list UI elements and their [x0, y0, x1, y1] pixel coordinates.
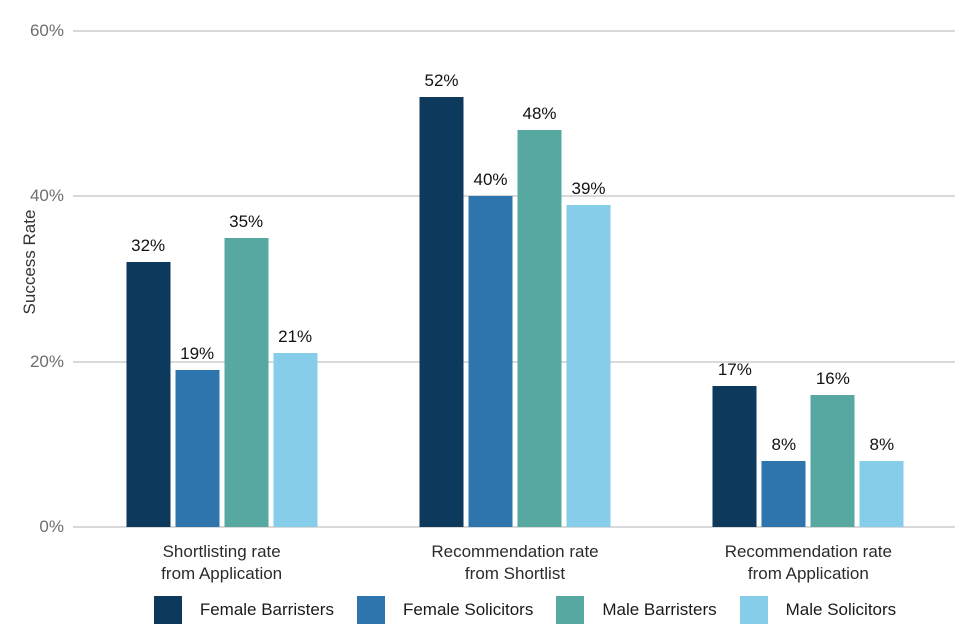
legend-swatch	[556, 596, 585, 624]
legend-label: Female Solicitors	[402, 600, 534, 619]
bar-male-solicitors: 8%	[859, 435, 904, 527]
legend-label: Male Barristers	[602, 600, 717, 619]
gridline	[73, 360, 955, 363]
bar-male-barristers: 48%	[517, 104, 562, 527]
x-category-label: Recommendation rate from Shortlist	[431, 542, 599, 583]
legend-swatch	[739, 596, 768, 624]
bar-male-solicitors: 39%	[566, 179, 611, 527]
bar-value-label: 8%	[771, 434, 797, 454]
bar-female-barristers: 32%	[126, 236, 171, 527]
bar-female-barristers: 17%	[712, 360, 757, 527]
bar-female-solicitors: 8%	[761, 435, 806, 527]
bar-male-barristers: 35%	[224, 212, 269, 527]
gridline	[73, 30, 955, 32]
x-category-label: Shortlisting rate from Application	[161, 542, 283, 583]
legend-item-female-barristers: Female Barristers	[153, 596, 334, 624]
bar-female-solicitors: 19%	[175, 344, 220, 527]
bar-female-solicitors: 40%	[468, 170, 513, 527]
bar-value-label: 40%	[473, 170, 508, 190]
x-category-label: Recommendation rate from Application	[724, 542, 892, 583]
bar-value-label: 16%	[815, 368, 850, 388]
legend-item-female-solicitors: Female Solicitors	[356, 596, 534, 624]
bar-male-solicitors: 21%	[273, 327, 318, 527]
legend-label: Male Solicitors	[785, 600, 897, 619]
legend-swatch	[153, 596, 182, 624]
bar-group-1: 32% 19% 35% 21%	[126, 212, 318, 527]
y-tick-label: 40%	[29, 186, 64, 206]
y-tick-label: 60%	[29, 21, 64, 40]
bar-value-label: 32%	[131, 236, 166, 256]
bar-value-label: 21%	[278, 327, 313, 347]
legend-item-male-barristers: Male Barristers	[556, 596, 717, 624]
bar-female-barristers: 52%	[419, 71, 464, 527]
legend: Female Barristers Female Solicitors Male B…	[90, 596, 960, 624]
legend-item-male-solicitors: Male Solicitors	[739, 596, 897, 624]
gridline	[73, 195, 955, 198]
bar-value-label: 17%	[717, 360, 752, 380]
bar-male-barristers: 16%	[810, 369, 855, 527]
legend-label: Female Barristers	[199, 600, 334, 619]
legend-swatch	[356, 596, 385, 624]
y-tick-label: 20%	[29, 351, 64, 371]
bar-value-label: 19%	[180, 343, 215, 363]
bar-value-label: 8%	[869, 434, 895, 454]
plot-area: 32% 19% 35% 21% 52% 40% 48% 39% 17% 8% 16% 8%	[73, 30, 955, 528]
y-tick-label: 0%	[39, 517, 64, 536]
bar-value-label: 52%	[424, 71, 459, 91]
bar-value-label: 48%	[522, 104, 557, 124]
y-axis-title: Success Rate	[20, 209, 39, 315]
bar-value-label: 39%	[571, 178, 606, 198]
bar-group-2: 52% 40% 48% 39%	[419, 71, 611, 527]
bar-value-label: 35%	[229, 211, 264, 231]
gridline	[73, 526, 955, 528]
bar-group-3: 17% 8% 16% 8%	[712, 360, 904, 527]
